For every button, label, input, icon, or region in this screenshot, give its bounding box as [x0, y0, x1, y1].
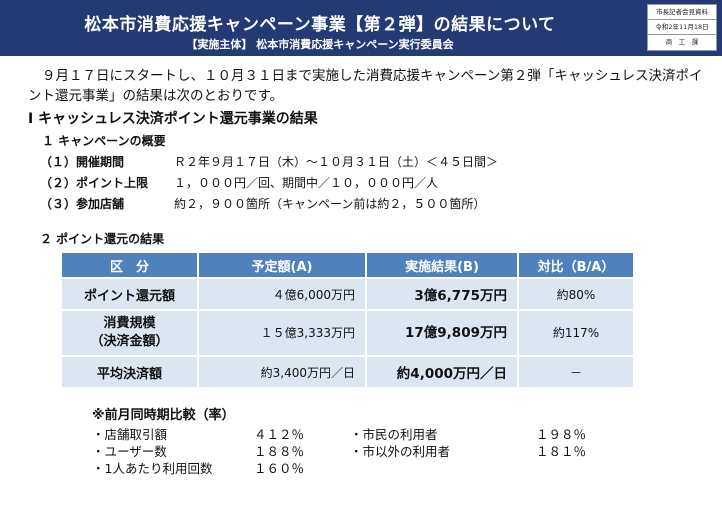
row-label: 消費規模 （決済金額） [60, 309, 199, 357]
intro-paragraph: ９月１７日にスタートし、１０月３１日まで実施した消費応援キャンペーン第２弾「キャ… [28, 68, 703, 104]
ratio-value: 約80% [517, 277, 635, 311]
plan-value: 約3,400万円／日 [197, 355, 367, 389]
comparison-value: ４１２％ [254, 427, 305, 442]
comparison-label: ・市民の利用者 [350, 427, 438, 442]
meta-date: 令和2年11月18日 [648, 20, 716, 35]
document-meta-box: 市長記者会見資料 令和2年11月18日 商 工 課 [647, 4, 717, 51]
header-banner: 松本市消費応援キャンペーン事業【第２弾】の結果について 【実施主体】 松本市消費… [0, 0, 722, 56]
table-header-row: 区 分 予定額(A) 実施結果(B) 対比（B/A） [60, 251, 635, 279]
column-header-category: 区 分 [60, 251, 199, 279]
row-label: ポイント還元額 [60, 277, 199, 311]
overview-item-key: （１）開催期間 [40, 155, 125, 169]
plan-value: ４億6,000万円 [197, 277, 367, 311]
results-table: 区 分 予定額(A) 実施結果(B) 対比（B/A） ポイント還元額 ４億6,0… [60, 251, 635, 389]
row-label-line1: 消費規模 [103, 316, 156, 331]
meta-department: 商 工 課 [665, 38, 699, 46]
page-subtitle: 【実施主体】 松本市消費応援キャンペーン実行委員会 [186, 38, 454, 51]
comparison-value: １８１％ [536, 444, 587, 459]
overview-item-key: （３）参加店舗 [40, 197, 125, 211]
column-header-ratio: 対比（B/A） [517, 251, 635, 279]
overview-item-key: （２）ポイント上限 [40, 176, 149, 190]
column-header-result: 実施結果(B) [365, 251, 519, 279]
row-label: 平均決済額 [60, 355, 199, 389]
subsection-overview-heading: １ キャンペーンの概要 [42, 134, 166, 148]
comparison-value: １６０％ [254, 461, 305, 476]
comparison-label: ・1人あたり利用回数 [92, 461, 213, 476]
ratio-value: 約117% [517, 309, 635, 357]
comparison-label: ・店舗取引額 [92, 427, 168, 442]
section-heading: Ⅰ キャッシュレス決済ポイント還元事業の結果 [28, 111, 318, 127]
result-value: 約4,000万円／日 [365, 355, 519, 389]
column-header-plan: 予定額(A) [197, 251, 367, 279]
plan-value: １５億3,333万円 [197, 309, 367, 357]
table-row: 平均決済額 約3,400万円／日 約4,000万円／日 － [60, 355, 635, 389]
comparison-value: １８８％ [254, 444, 305, 459]
comparison-heading: ※前月同時期比較（率） [92, 408, 235, 423]
overview-item-value: Ｒ２年９月１７日（木）～１０月３１日（土）＜４５日間＞ [174, 155, 499, 169]
table-row: 消費規模 （決済金額） １５億3,333万円 17億9,809万円 約117% [60, 309, 635, 357]
page-title: 松本市消費応援キャンペーン事業【第２弾】の結果について [84, 15, 556, 35]
meta-doc-type: 市長記者会見資料 [648, 5, 716, 20]
result-value: 3億6,775万円 [365, 277, 519, 311]
ratio-value: － [517, 355, 635, 389]
overview-item-value: 約２，９００箇所（キャンペーン前は約２，５００箇所） [174, 197, 486, 211]
result-value: 17億9,809万円 [365, 309, 519, 357]
overview-item-value: １，０００円／回、期間中／１０，０００円／人 [174, 176, 439, 190]
table-row: ポイント還元額 ４億6,000万円 3億6,775万円 約80% [60, 277, 635, 311]
comparison-value: １９８％ [536, 427, 587, 442]
comparison-label: ・ユーザー数 [92, 444, 167, 459]
subsection-results-heading: ２ ポイント還元の結果 [40, 232, 165, 246]
comparison-label: ・市以外の利用者 [350, 444, 451, 459]
row-label-line2: （決済金額） [90, 334, 169, 349]
